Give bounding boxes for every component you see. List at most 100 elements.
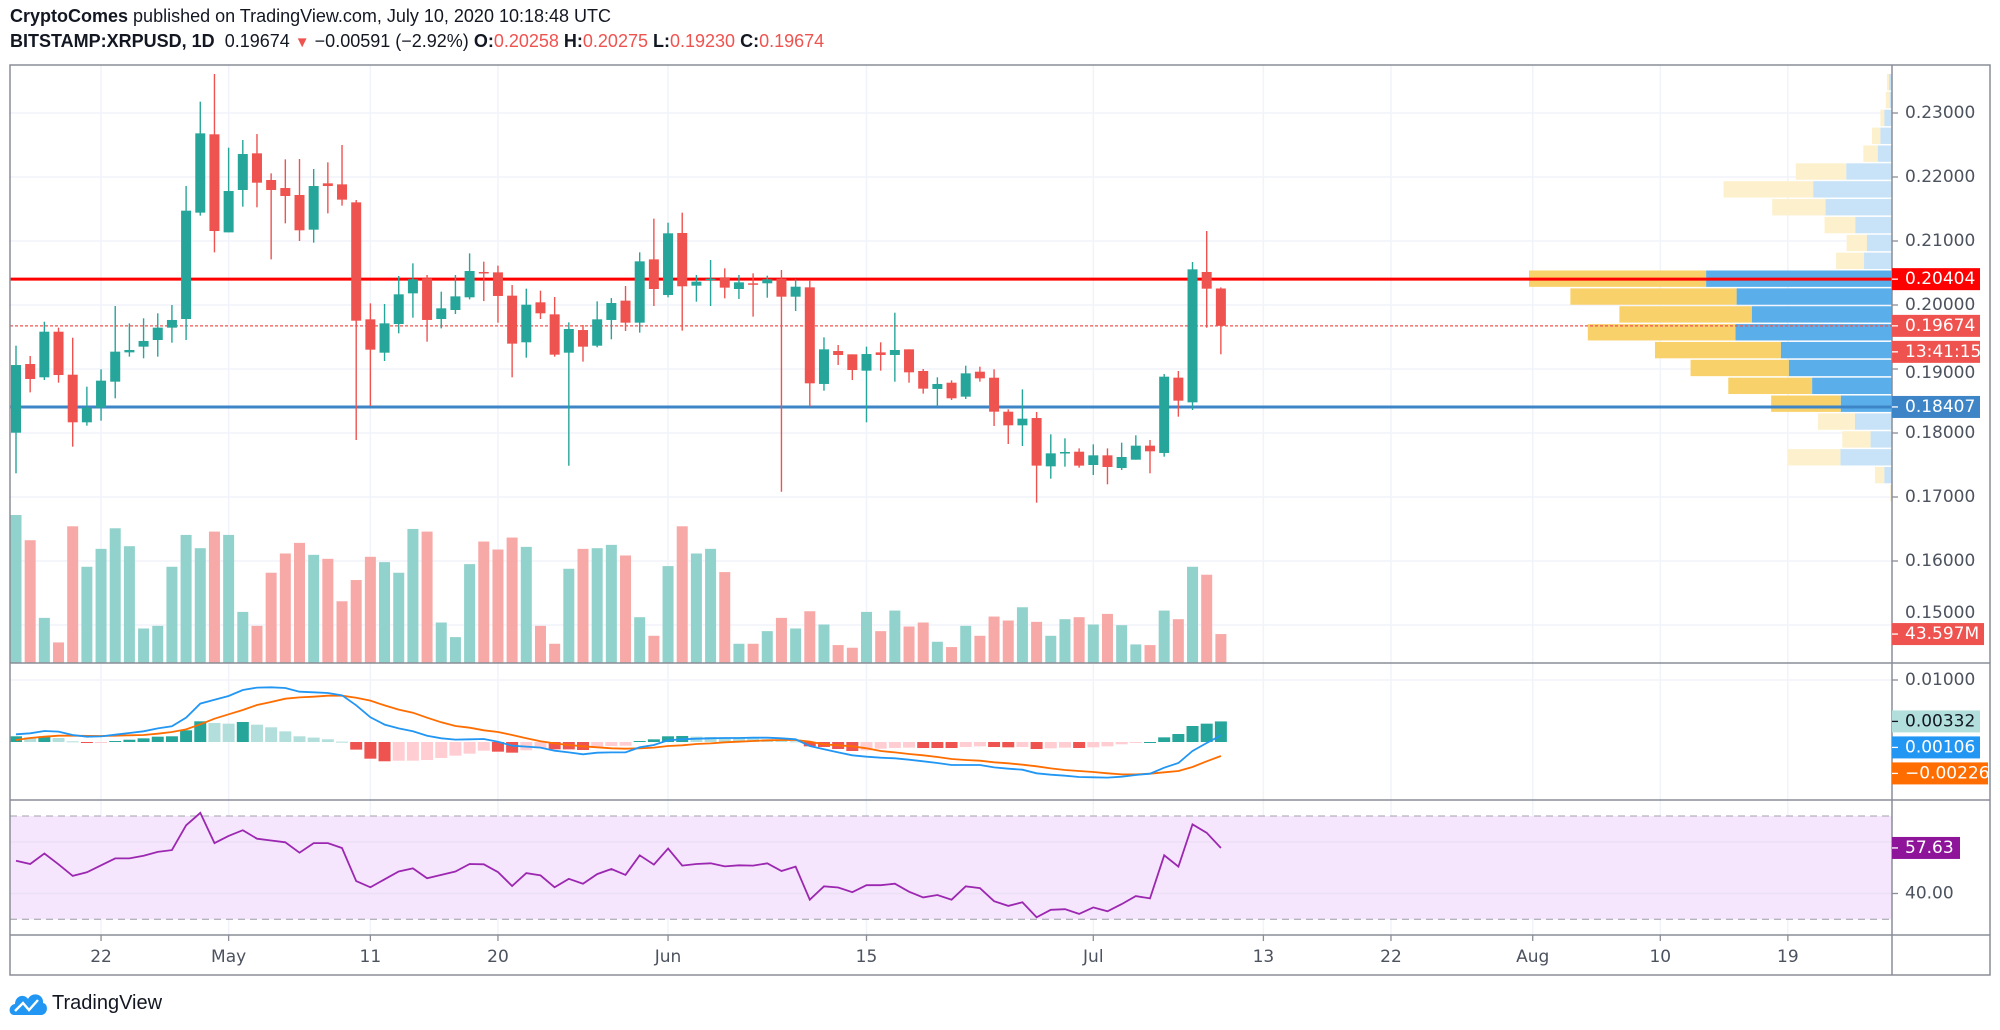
horizontal-lines[interactable]: [10, 277, 1892, 409]
volume-bar: [308, 554, 320, 663]
volume-bar: [747, 643, 759, 663]
price-change: −0.00591 (−2.92%): [314, 31, 469, 51]
horizontal-line-price-tag[interactable]: 0.18407: [1892, 395, 1980, 418]
volume-bar: [322, 558, 334, 663]
volume-bar: [435, 622, 447, 663]
volume-bar: [648, 635, 660, 663]
candle: [1045, 434, 1056, 479]
volume-bar: [1201, 574, 1213, 663]
time-axis-label: 20: [487, 947, 509, 967]
volume-profile-down-bar: [1886, 74, 1890, 91]
candle-body: [1102, 455, 1113, 467]
last-price-tag-bg: [1892, 314, 1980, 337]
macd-histogram-tag-bg: [1892, 710, 1980, 733]
author-name[interactable]: CryptoComes: [10, 6, 129, 26]
candle-body: [294, 194, 305, 231]
price-axis-label: 0.18000: [1905, 423, 1975, 443]
candle-body: [606, 303, 617, 320]
last-price: 0.19674: [224, 31, 290, 51]
candle-body: [407, 279, 418, 294]
candle: [181, 186, 192, 341]
candle: [1130, 435, 1141, 460]
candle-body: [195, 133, 206, 213]
volume-bar: [605, 544, 617, 663]
macd-histogram-bar: [307, 737, 320, 742]
volume-profile-up-bar: [1736, 288, 1892, 305]
macd-histogram-bar: [293, 736, 306, 742]
low-value: 0.19230: [670, 31, 736, 51]
candle-body: [365, 319, 376, 350]
bar-countdown-tag[interactable]: 13:41:15: [1892, 340, 1981, 363]
macd-histogram-bar: [959, 742, 972, 748]
volume-profile-up-bar: [1780, 341, 1892, 359]
macd-histogram-bar: [350, 742, 363, 750]
candle-body: [152, 327, 163, 341]
macd-histogram-bar: [378, 742, 391, 762]
macd-signal-tag[interactable]: −0.00226: [1892, 762, 1990, 785]
macd-histogram-bar: [421, 742, 434, 760]
macd-histogram-bar: [1044, 742, 1057, 749]
candle-body: [904, 349, 915, 373]
candle-body: [1088, 455, 1099, 465]
candle: [251, 133, 262, 208]
time-axis-label: 19: [1777, 947, 1799, 967]
time-axis-label: 15: [856, 947, 878, 967]
candle: [464, 253, 475, 300]
horizontal-line-price-tag-bg: [1892, 395, 1980, 418]
candle-body: [1215, 288, 1226, 326]
candle-body: [790, 286, 801, 297]
volume-bar: [690, 553, 702, 663]
rsi-value-tag[interactable]: 57.63: [1892, 836, 1960, 859]
symbol-title[interactable]: BITSTAMP:XRPUSD, 1D: [10, 31, 215, 51]
last-volume-tag[interactable]: 43.597M: [1892, 623, 1984, 646]
price-axis-label: 0.16000: [1905, 551, 1975, 571]
macd-histogram-bar: [109, 741, 122, 743]
macd-histogram-bar: [165, 736, 178, 742]
volume-bar: [1016, 607, 1028, 663]
macd-histogram-bar: [1030, 742, 1043, 750]
candle: [337, 145, 348, 206]
tradingview-logo[interactable]: TradingView: [8, 990, 162, 1016]
candle: [81, 386, 92, 426]
candle: [1031, 412, 1042, 503]
candle: [1003, 409, 1014, 445]
macd-histogram-bar: [151, 736, 164, 742]
candle-body: [946, 382, 957, 399]
macd-histogram-bar: [279, 731, 292, 742]
macd-histogram-tag[interactable]: 0.00332: [1892, 710, 1980, 733]
candle: [974, 366, 985, 382]
price-axis-label: 0.20000: [1905, 295, 1975, 315]
last-price-tag[interactable]: 0.19674: [1892, 314, 1980, 337]
volume-bar: [38, 617, 50, 663]
horizontal-line-price-tag[interactable]: 0.20404: [1892, 268, 1980, 291]
candle: [549, 297, 560, 357]
time-axis-label: 11: [360, 947, 382, 967]
tradingview-cloud-icon: [9, 994, 47, 1015]
macd-histogram-bar: [619, 742, 632, 746]
volume-profile-down-bar: [1570, 288, 1737, 305]
candle-body: [507, 295, 518, 344]
candle: [1145, 439, 1155, 474]
volume-profile-up-bar: [1889, 91, 1892, 109]
rsi-pane: [10, 811, 1892, 920]
candle: [932, 377, 943, 407]
grid-lines: [10, 65, 1892, 935]
candle-body: [563, 329, 574, 353]
candle-body: [847, 354, 858, 371]
volume-profile-down-bar: [1824, 216, 1856, 234]
candle: [138, 318, 149, 359]
macd-histogram-bar: [449, 742, 462, 756]
candle-body: [875, 352, 886, 355]
chart-border: [9, 64, 1991, 976]
candle: [904, 349, 915, 383]
volume-bar: [464, 564, 476, 663]
macd-histogram-bar: [52, 737, 65, 742]
volume-bar: [81, 566, 93, 663]
candle: [507, 285, 518, 378]
candle-body: [677, 233, 688, 287]
macd-macd-tag[interactable]: 0.00106: [1892, 736, 1980, 759]
candle: [166, 305, 177, 343]
candle: [918, 369, 929, 394]
macd-histogram-bar: [236, 721, 249, 742]
